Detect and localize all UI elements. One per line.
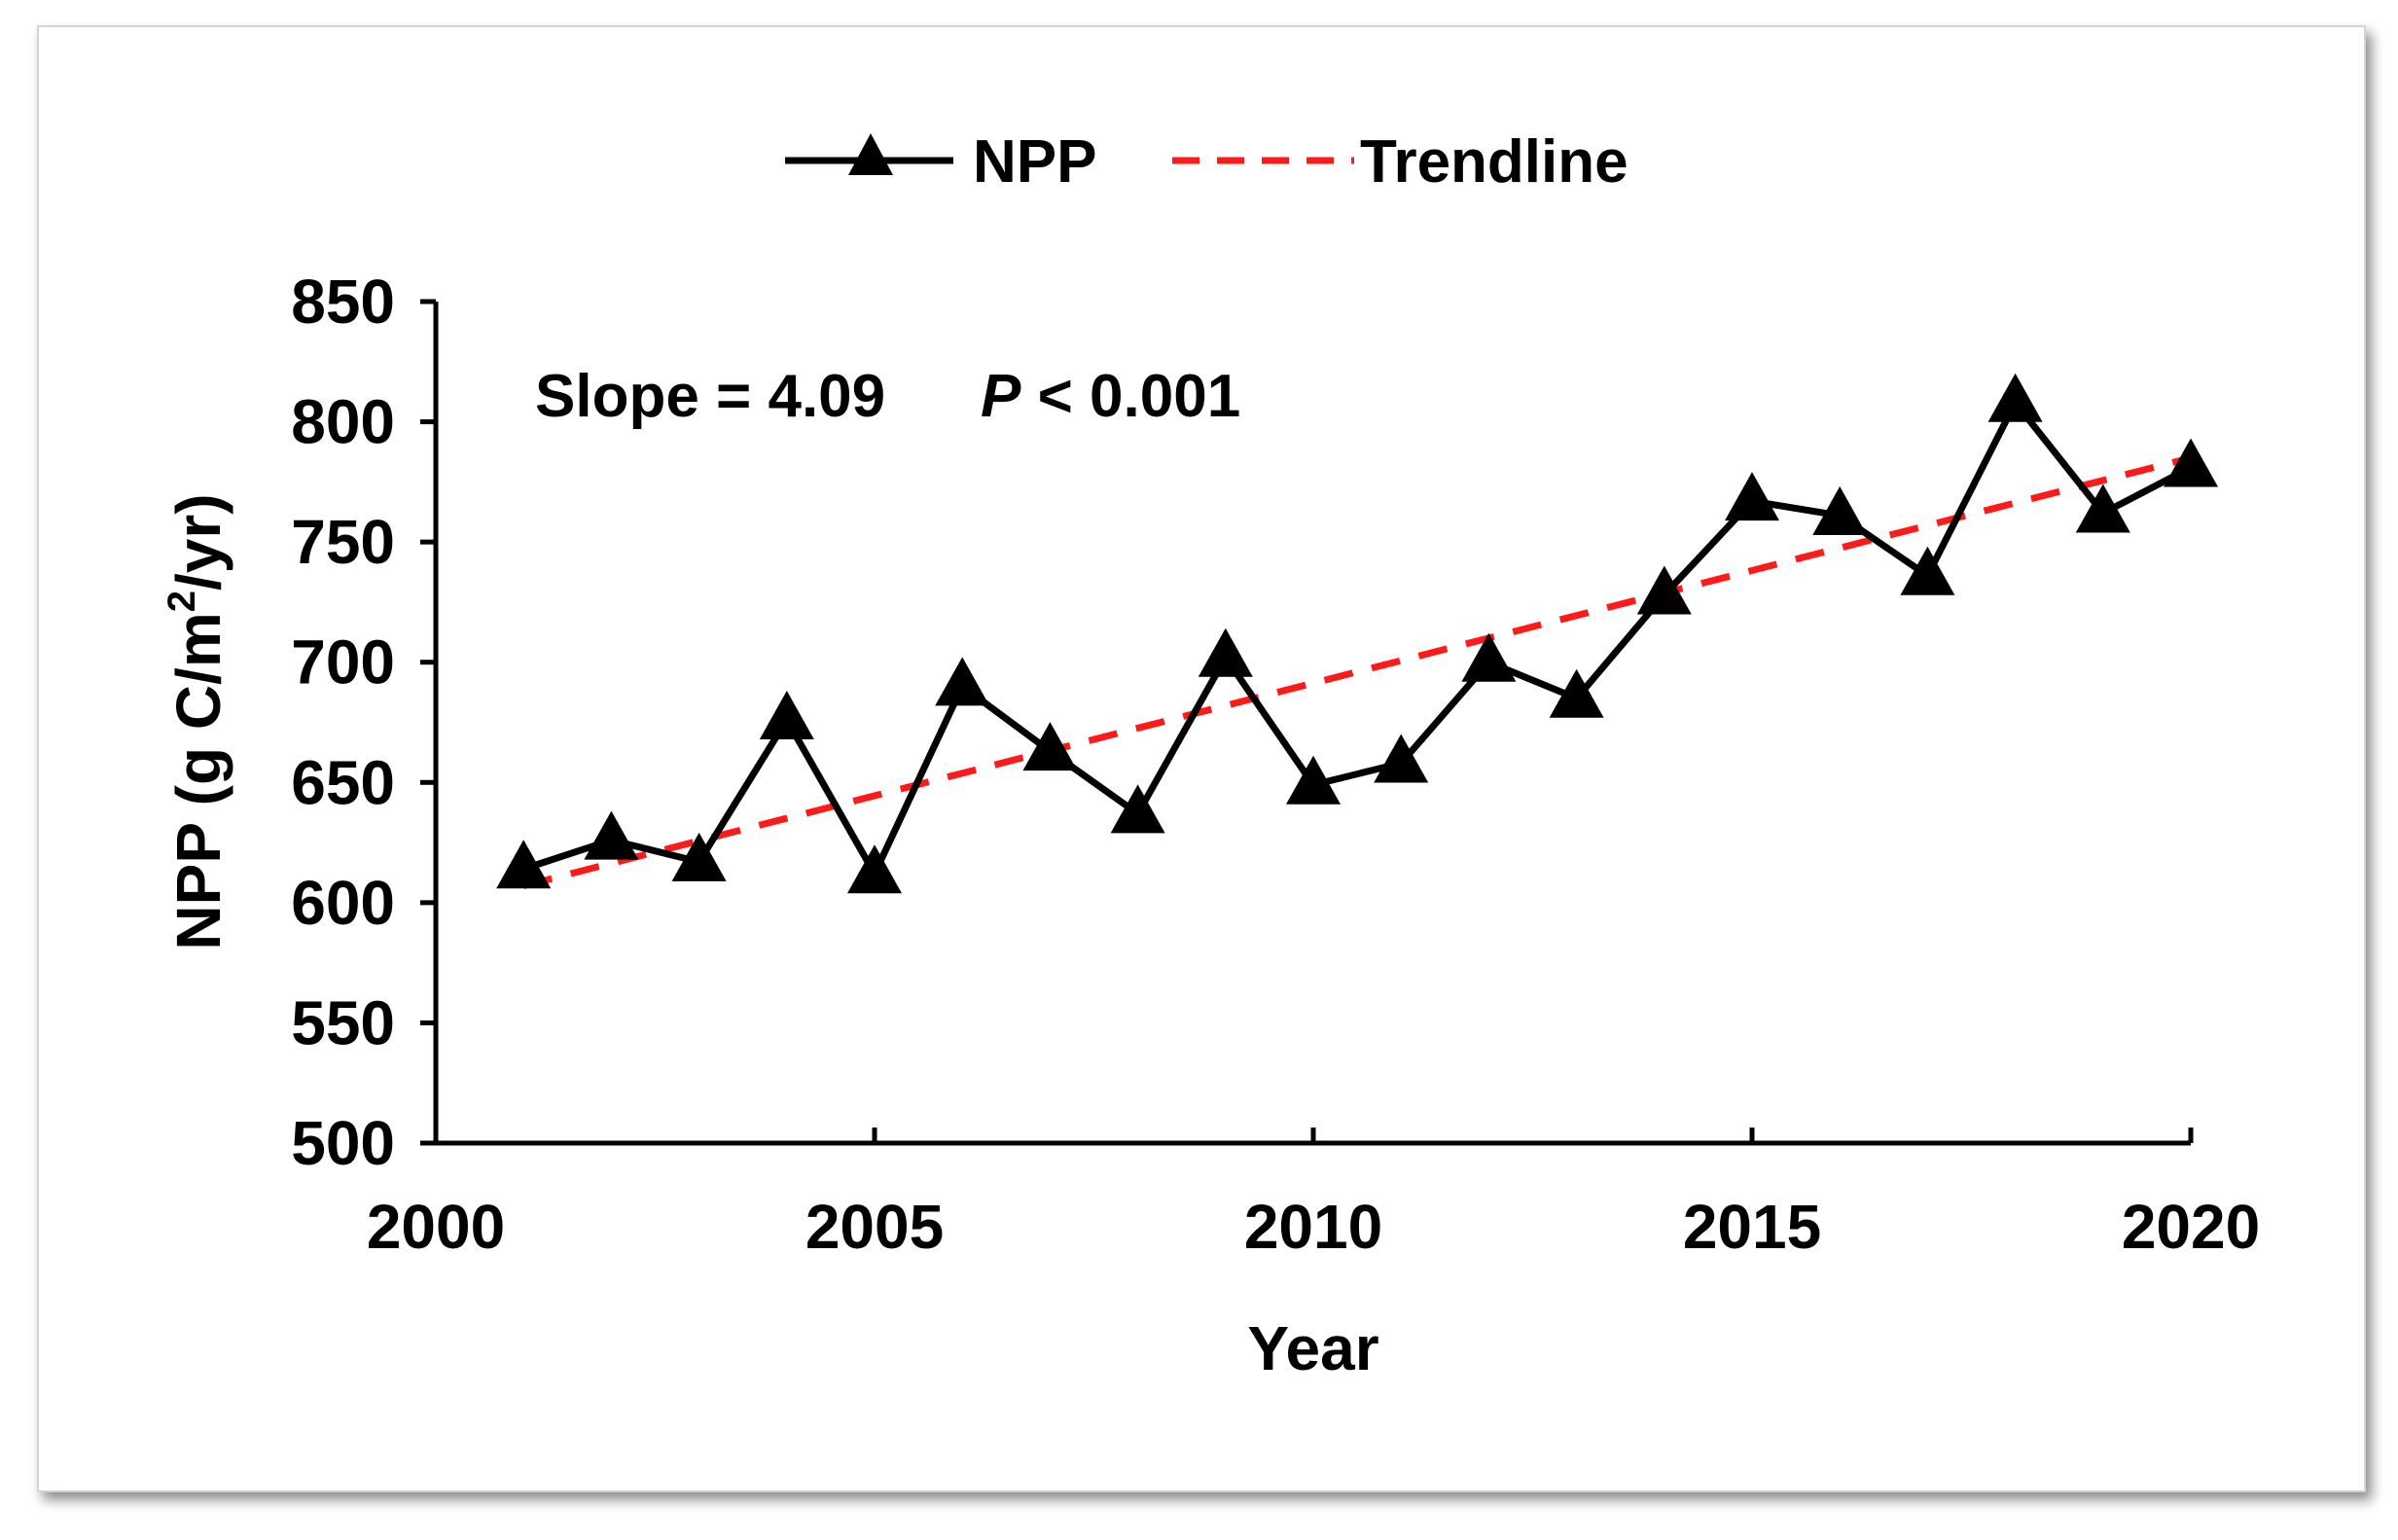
x-tick-label: 2005 xyxy=(805,1192,944,1262)
y-tick-label: 800 xyxy=(291,387,395,457)
x-tick-label: 2000 xyxy=(367,1192,505,1262)
npp-point-2007 xyxy=(1022,722,1078,771)
y-tick-label: 650 xyxy=(291,747,395,817)
y-tick-label: 600 xyxy=(291,868,395,938)
trendline xyxy=(522,454,2192,889)
npp-point-2004 xyxy=(759,691,814,740)
npp-markers xyxy=(496,373,2218,894)
npp-point-2009 xyxy=(1198,627,1253,677)
x-tick-label: 2020 xyxy=(2122,1192,2260,1262)
x-ticks: 2000 2005 2010 2015 2020 xyxy=(367,1128,2260,1262)
npp-point-2020 xyxy=(2164,438,2218,487)
slope-annotation: Slope = 4.09 xyxy=(535,363,885,430)
p-symbol: P xyxy=(981,363,1021,430)
y-axis-title-superscript: 2 xyxy=(161,591,203,612)
y-axis-title-prefix: NPP (g C/m xyxy=(163,612,233,949)
y-axis-title: NPP (g C/m2/yr) xyxy=(161,493,233,949)
npp-point-2017 xyxy=(1900,546,1955,595)
npp-point-2013 xyxy=(1549,668,1604,718)
npp-point-2002 xyxy=(584,810,639,860)
y-axis-title-suffix: /yr) xyxy=(163,493,233,591)
npp-point-2003 xyxy=(671,832,727,881)
x-axis-title: Year xyxy=(1247,1313,1378,1383)
legend-trendline-label: Trendline xyxy=(1360,128,1628,196)
y-tick-label: 500 xyxy=(291,1108,395,1178)
npp-point-2012 xyxy=(1461,632,1517,682)
slope-text: Slope = 4.09 xyxy=(535,363,885,430)
npp-point-2018 xyxy=(1987,373,2043,422)
y-tick-label: 750 xyxy=(291,507,395,577)
y-ticks: 500 550 600 650 700 750 800 850 xyxy=(291,267,436,1178)
npp-series-line xyxy=(522,396,2193,881)
p-value-text: < 0.001 xyxy=(1020,363,1240,430)
legend: NPP Trendline xyxy=(785,128,1628,196)
npp-point-2015 xyxy=(1725,472,1779,521)
npp-point-2006 xyxy=(935,657,990,706)
y-tick-label: 550 xyxy=(291,987,395,1057)
x-tick-label: 2015 xyxy=(1683,1192,1821,1262)
npp-point-2005 xyxy=(847,844,902,894)
npp-point-2014 xyxy=(1636,565,1692,615)
npp-point-2019 xyxy=(2075,483,2130,533)
chart-frame xyxy=(37,25,2366,1492)
y-tick-label: 850 xyxy=(291,267,395,337)
npp-point-2010 xyxy=(1286,755,1341,805)
npp-point-2016 xyxy=(1812,485,1868,535)
npp-point-2001 xyxy=(496,840,552,889)
x-tick-label: 2010 xyxy=(1244,1192,1382,1262)
legend-npp-marker xyxy=(848,133,893,175)
legend-npp-label: NPP xyxy=(973,128,1096,196)
y-tick-label: 700 xyxy=(291,627,395,698)
npp-point-2011 xyxy=(1374,734,1429,783)
npp-point-2008 xyxy=(1110,784,1165,834)
p-value-annotation: P < 0.001 xyxy=(981,363,1240,430)
